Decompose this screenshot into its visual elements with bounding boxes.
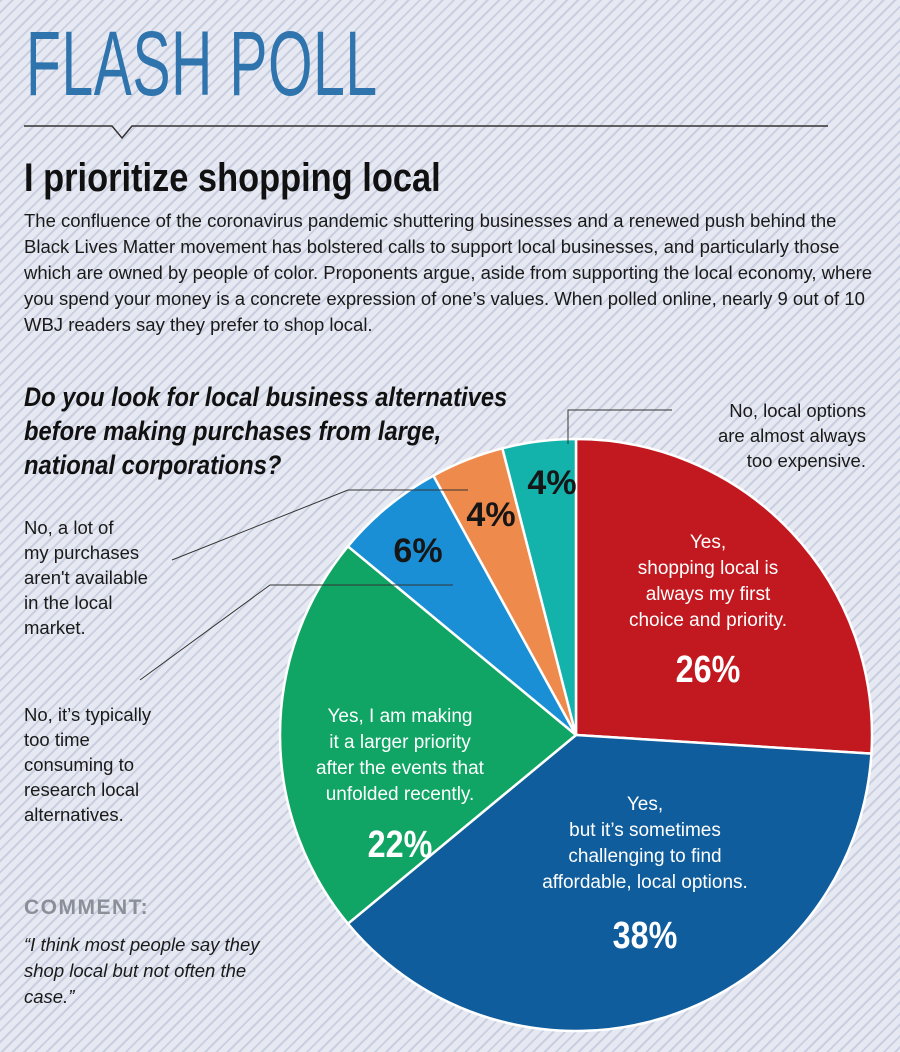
note-too-expensive: No, local options are almost always too … <box>650 398 866 473</box>
slice-label-line: always my first <box>646 584 771 605</box>
note-line: are almost always <box>717 425 866 446</box>
note-line: No, local options <box>729 400 866 421</box>
masthead-title: FLASH POLL <box>26 13 378 115</box>
pie-slice-green <box>278 545 578 925</box>
note-line: my purchases <box>24 542 140 563</box>
note-line: market. <box>24 617 86 638</box>
slice-label-line: unfolded recently. <box>326 784 475 805</box>
slice-labels: Yes, shopping local is always my first choi… <box>316 464 787 957</box>
note-line: too expensive. <box>746 450 866 471</box>
leader-line-orange <box>171 489 468 561</box>
headline: I prioritize shopping local <box>24 156 441 200</box>
slice-label-line: Yes, <box>627 794 663 815</box>
note-line: aren't available <box>24 567 148 588</box>
leader-line-teal <box>567 409 672 444</box>
slice-label-line: Yes, I am making <box>327 706 472 727</box>
slice-percent-red: 26% <box>676 649 741 691</box>
leader-lines <box>139 409 672 681</box>
note-line: No, it’s typically <box>24 704 152 725</box>
leader-line-lightblue <box>139 584 453 681</box>
pie-slice-red <box>574 437 874 755</box>
pie-slices <box>278 437 874 1033</box>
slice-label-line: but it’s sometimes <box>569 820 721 841</box>
note-not-available: No, a lot of my purchases aren't availab… <box>24 515 194 640</box>
slice-label-line: affordable, local options. <box>542 872 748 893</box>
note-line: research local <box>24 779 140 800</box>
slice-label-line: challenging to find <box>568 846 721 867</box>
comment-label: COMMENT: <box>24 896 150 919</box>
note-line: No, a lot of <box>24 517 114 538</box>
slice-percent-lightblue: 6% <box>393 532 442 570</box>
note-line: alternatives. <box>24 804 124 825</box>
slice-percent-orange: 4% <box>466 496 515 534</box>
slice-label-line: shopping local is <box>638 558 778 579</box>
note-line: in the local <box>24 592 113 613</box>
note-line: too time <box>24 729 90 750</box>
slice-label-line: it a larger priority <box>329 732 471 753</box>
slice-label-line: Yes, <box>690 532 726 553</box>
note-time-consuming: No, it’s typically too time consuming to… <box>24 702 204 827</box>
note-line: consuming to <box>24 754 135 775</box>
intro-paragraph: The confluence of the coronavirus pandem… <box>24 210 873 335</box>
slice-label-line: after the events that <box>316 758 485 779</box>
pie-slice-teal <box>501 437 578 737</box>
slice-percent-teal: 4% <box>527 464 576 502</box>
chart-question: Do you look for local business alternati… <box>24 382 508 480</box>
slice-percent-green: 22% <box>368 824 433 866</box>
pie-slice-blue <box>346 733 873 1033</box>
slice-percent-blue: 38% <box>613 915 678 957</box>
comment-text: “I think most people say they shop local… <box>24 934 260 1007</box>
slice-label-line: choice and priority. <box>629 610 787 631</box>
